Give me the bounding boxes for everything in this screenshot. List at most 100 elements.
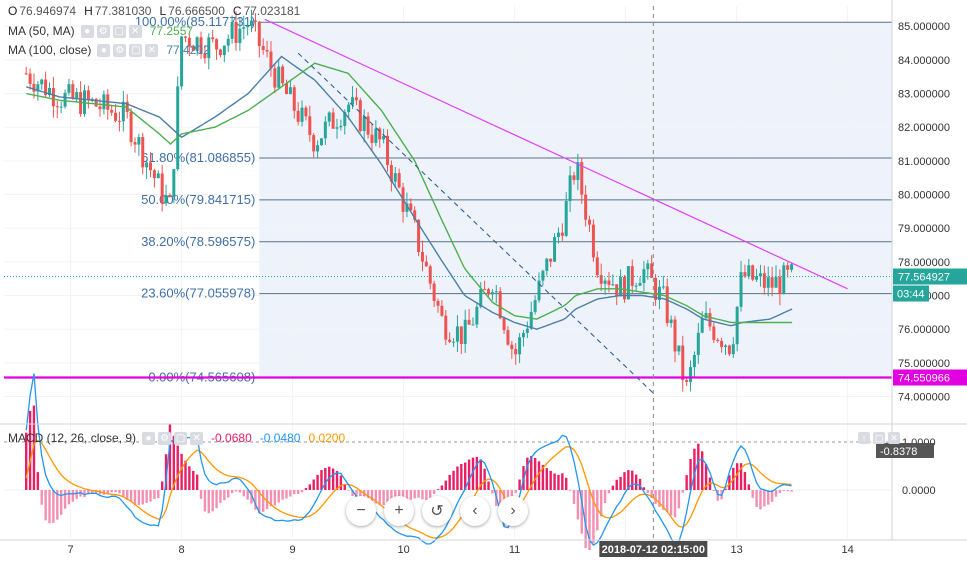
macd-histogram-bar [440, 485, 444, 490]
candle-body [203, 54, 207, 59]
candle-body [215, 39, 219, 50]
macd-histogram-bar [561, 473, 564, 490]
macd-histogram-bar [790, 490, 793, 492]
ma100-legend[interactable]: MA (100, close) ● ⚙ ▢ ✕ 77.4202 [8, 43, 210, 57]
macd-legend[interactable]: MACD (12, 26, close, 9) ● ⚙ ▢ ✕ -0.0680 -0.… [8, 431, 345, 445]
macd-histogram-bar [269, 490, 273, 507]
candle-body [40, 79, 44, 85]
macd-histogram-bar [56, 490, 59, 520]
pane-buttons[interactable]: ↑ ▢ ✕ [858, 432, 900, 444]
macd-histogram-bar [122, 490, 125, 497]
ma50-buttons[interactable]: ● ⚙ ▢ ✕ [80, 24, 142, 38]
macd-histogram-bar [83, 490, 86, 498]
macd-histogram-bar [110, 490, 113, 493]
ma100-label: MA (100, close) [8, 43, 92, 57]
macd-histogram-bar [658, 490, 661, 507]
price-tick-label: 81.000000 [898, 156, 950, 168]
macd-buttons[interactable]: ● ⚙ ▢ ✕ [142, 431, 204, 445]
candle-body [669, 319, 673, 324]
candle-body [129, 111, 133, 143]
candle-body [117, 120, 121, 122]
candle-body [735, 306, 739, 345]
ma100-buttons[interactable]: ● ⚙ ▢ ✕ [97, 43, 159, 57]
macd-histogram-bar [662, 490, 665, 510]
candle-body [514, 349, 518, 355]
candle-body [141, 137, 145, 168]
candle-body [452, 341, 456, 343]
close-icon[interactable]: ✕ [190, 431, 204, 445]
candle-body [770, 277, 774, 288]
ma50-line [26, 62, 793, 324]
macd-histogram-bar [673, 490, 677, 518]
candle-body [339, 125, 343, 128]
macd-histogram-bar [739, 463, 743, 490]
source-icon[interactable]: ▢ [174, 431, 188, 445]
candle-body [751, 265, 755, 280]
macd-histogram-bar [141, 490, 144, 505]
macd-histogram-bar [642, 487, 646, 490]
pane-up-icon[interactable]: ↑ [858, 432, 870, 444]
candle-body [230, 21, 234, 39]
candle-body [584, 194, 588, 220]
candle-body [758, 273, 762, 277]
pane-maximize-icon[interactable]: ▢ [873, 432, 885, 444]
macd-histogram-bar [541, 464, 545, 490]
macd-histogram-bar [603, 490, 607, 504]
source-icon[interactable]: ▢ [129, 43, 143, 57]
source-icon[interactable]: ▢ [112, 24, 126, 38]
close-icon[interactable]: ✕ [128, 24, 142, 38]
plus-icon: + [394, 502, 404, 519]
candle-body [560, 232, 564, 236]
pane-close-icon[interactable]: ✕ [888, 432, 900, 444]
macd-histogram-bar [689, 459, 692, 490]
candle-body [253, 20, 257, 22]
macd-histogram-bar [261, 490, 265, 512]
candle-body [766, 277, 770, 288]
reset-button[interactable]: ↺ [422, 496, 452, 526]
scroll-right-button[interactable]: › [498, 496, 528, 526]
candle-body [343, 112, 347, 126]
zoom-in-button[interactable]: + [384, 496, 414, 526]
candle-body [619, 277, 623, 297]
candle-body [164, 195, 168, 204]
candle-body [657, 286, 661, 301]
macd-histogram-bar [355, 490, 358, 501]
candle-body [273, 68, 277, 88]
macd-histogram-bar [265, 490, 269, 510]
macd-histogram-bar [770, 490, 774, 502]
eye-icon[interactable]: ● [142, 431, 156, 445]
candle-body [459, 326, 463, 344]
macd-histogram-bar [320, 470, 323, 490]
macd-histogram-bar [615, 479, 618, 490]
eye-icon[interactable]: ● [80, 24, 94, 38]
gear-icon[interactable]: ⚙ [96, 24, 110, 38]
candle-body [549, 258, 553, 262]
candle-body [708, 313, 712, 327]
candle-body [541, 270, 545, 281]
close-icon[interactable]: ✕ [145, 43, 159, 57]
macd-histogram-bar [487, 481, 490, 490]
minus-icon: − [356, 502, 366, 519]
gear-icon[interactable]: ⚙ [113, 43, 127, 57]
zoom-out-button[interactable]: − [346, 496, 376, 526]
macd-histogram-bar [59, 490, 63, 515]
scroll-left-button[interactable]: ‹ [460, 496, 490, 526]
candle-body [692, 354, 696, 368]
macd-histogram-bar [743, 472, 747, 490]
macd-histogram-bar [250, 490, 253, 504]
candle-body [90, 98, 94, 100]
macd-histogram-bar [685, 475, 688, 490]
macd-histogram-bar [87, 490, 90, 495]
macd-histogram-bar [669, 490, 673, 516]
histogram-value: 0.0200 [308, 431, 346, 445]
macd-histogram-bar [40, 490, 43, 505]
macd-histogram-bar [479, 459, 482, 490]
gear-icon[interactable]: ⚙ [158, 431, 172, 445]
eye-icon[interactable]: ● [97, 43, 111, 57]
ma50-legend[interactable]: MA (50, MA) ● ⚙ ▢ ✕ 77.2557 [8, 24, 193, 38]
price-tick-label: 78.000000 [898, 257, 950, 269]
candle-body [525, 328, 529, 333]
ma100-line [25, 55, 793, 330]
macd-histogram-bar [747, 484, 751, 490]
